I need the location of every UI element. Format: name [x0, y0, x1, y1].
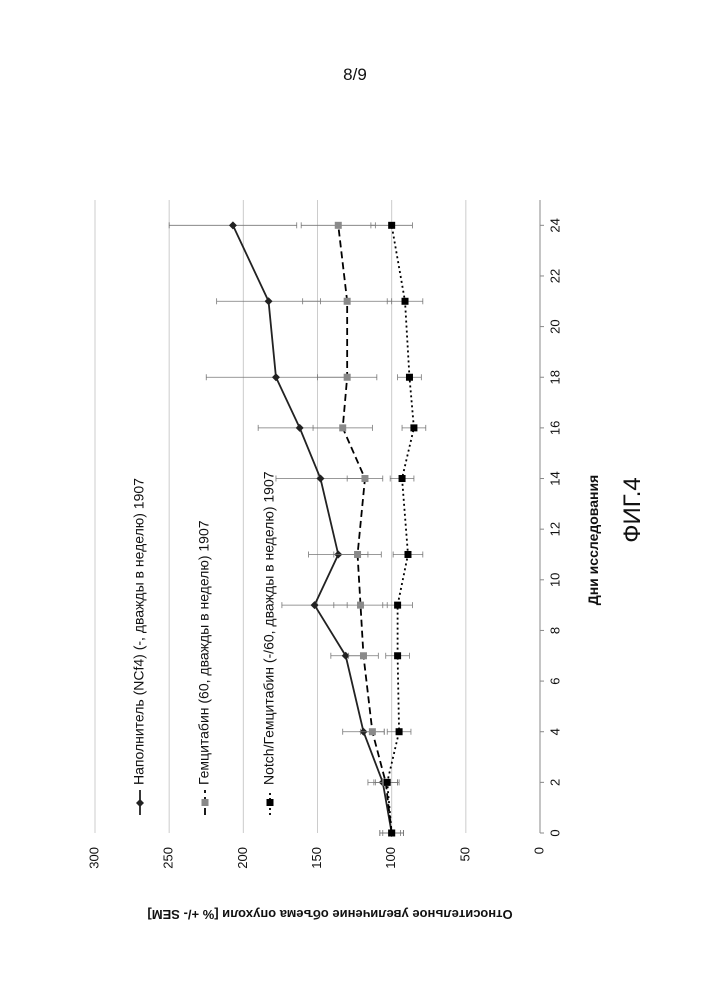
marker [360, 652, 367, 659]
x-tick-label: 12 [548, 522, 563, 536]
marker [410, 424, 417, 431]
legend-marker [136, 799, 144, 807]
y-tick-label: 250 [161, 847, 176, 869]
y-tick-label: 200 [235, 847, 250, 869]
series-line [338, 225, 391, 833]
x-tick-label: 18 [548, 370, 563, 384]
marker [394, 602, 401, 609]
figure-label: ФИГ.4 [619, 477, 646, 543]
marker [335, 222, 342, 229]
marker [399, 475, 406, 482]
page-number: 8/9 [343, 65, 367, 84]
x-tick-label: 14 [548, 471, 563, 485]
marker [354, 551, 361, 558]
legend-label: Гемцитабин (60, дважды в неделю) 1907 [196, 520, 212, 785]
marker [296, 424, 304, 432]
x-tick-label: 0 [548, 829, 563, 836]
marker [388, 222, 395, 229]
y-tick-label: 100 [383, 847, 398, 869]
chart: 8/9 Относительное увеличение объема опух… [0, 0, 707, 1000]
y-axis-label: Относительное увеличение объема опухоли … [147, 907, 512, 922]
marker [344, 374, 351, 381]
marker [357, 602, 364, 609]
marker [344, 298, 351, 305]
legend-marker [202, 799, 209, 806]
x-tick-label: 24 [548, 218, 563, 232]
marker [361, 475, 368, 482]
rotated-figure: Относительное увеличение объема опухоли … [86, 200, 646, 922]
marker [406, 374, 413, 381]
marker [402, 298, 409, 305]
x-tick-label: 16 [548, 421, 563, 435]
x-tick-label: 22 [548, 269, 563, 283]
x-tick-label: 10 [548, 573, 563, 587]
x-axis-label: Дни исследования [585, 475, 601, 605]
y-tick-label: 50 [457, 847, 472, 861]
legend-label: Notch/Гемцитабин (-/60, дважды в неделю)… [261, 471, 277, 785]
y-tick-label: 0 [531, 847, 546, 854]
marker [384, 779, 391, 786]
marker [229, 221, 237, 229]
marker [265, 297, 273, 305]
x-tick-label: 8 [548, 627, 563, 634]
x-tick-label: 20 [548, 319, 563, 333]
page: 8/9 Относительное увеличение объема опух… [0, 0, 707, 1000]
y-tick-label: 150 [309, 847, 324, 869]
series-line [233, 225, 392, 833]
x-tick-label: 4 [548, 728, 563, 735]
marker [404, 551, 411, 558]
marker [388, 830, 395, 837]
x-tick-label: 2 [548, 779, 563, 786]
marker [369, 728, 376, 735]
marker [394, 652, 401, 659]
legend-label: Наполнитель (NCf4) (-, дважды в неделю) … [131, 478, 147, 785]
marker [396, 728, 403, 735]
marker [272, 373, 280, 381]
y-tick-label: 300 [86, 847, 101, 869]
legend-marker [267, 799, 274, 806]
x-tick-label: 6 [548, 677, 563, 684]
marker [339, 424, 346, 431]
